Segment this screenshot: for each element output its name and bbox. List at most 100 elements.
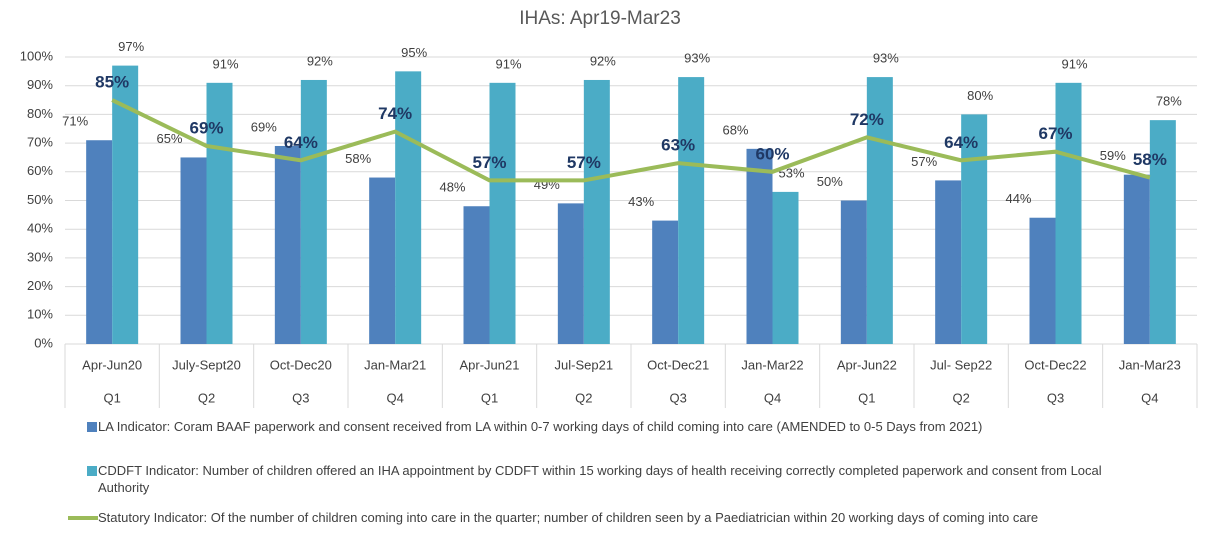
y-tick-label: 30% xyxy=(27,249,53,264)
data-label: 50% xyxy=(817,174,843,189)
legend-label: CDDFT Indicator: Number of children offe… xyxy=(98,463,1102,495)
bar xyxy=(180,157,207,344)
data-label: 92% xyxy=(590,53,616,68)
data-label: 71% xyxy=(62,114,88,129)
x-tick-label: Jul-Sep21 xyxy=(555,357,614,372)
chart-title: IHAs: Apr19-Mar23 xyxy=(519,8,681,29)
quarter-label: Q1 xyxy=(858,390,875,405)
bar xyxy=(300,79,327,345)
bar xyxy=(583,79,610,345)
y-tick-label: 90% xyxy=(27,77,53,92)
y-tick-label: 20% xyxy=(27,278,53,293)
data-label: 78% xyxy=(1156,94,1182,109)
y-tick-label: 40% xyxy=(27,221,53,236)
bar xyxy=(489,82,516,344)
quarter-label: Q4 xyxy=(386,390,403,405)
x-tick-label: Jan-Mar23 xyxy=(1119,357,1181,372)
y-tick-label: 0% xyxy=(34,335,53,350)
data-label: 93% xyxy=(684,51,710,66)
data-label: 43% xyxy=(628,194,654,209)
y-tick-label: 50% xyxy=(27,192,53,207)
data-label: 57% xyxy=(472,153,506,172)
data-label: 69% xyxy=(189,118,223,137)
x-tick-label: Oct-Dec22 xyxy=(1024,357,1086,372)
x-tick-label: Jan-Mar22 xyxy=(741,357,803,372)
bar xyxy=(1029,217,1056,344)
x-tick-label: Apr-Jun20 xyxy=(82,357,142,372)
legend-label: Statutory Indicator: Of the number of ch… xyxy=(98,510,1039,525)
bar xyxy=(772,191,799,344)
quarter-label: Q2 xyxy=(575,390,592,405)
quarter-label: Q1 xyxy=(103,390,120,405)
x-tick-label: Oct-Dec20 xyxy=(270,357,332,372)
data-label: 85% xyxy=(95,73,129,92)
quarter-label: Q1 xyxy=(481,390,498,405)
bar xyxy=(395,71,422,344)
y-tick-label: 10% xyxy=(27,307,53,322)
data-label: 64% xyxy=(944,133,978,152)
quarter-label: Q4 xyxy=(764,390,781,405)
bar xyxy=(557,203,584,344)
x-tick-label: Apr-Jun21 xyxy=(460,357,520,372)
data-label: 91% xyxy=(1061,56,1087,71)
bar xyxy=(935,180,962,344)
data-label: 60% xyxy=(755,144,789,163)
data-label: 67% xyxy=(1038,124,1072,143)
data-label: 97% xyxy=(118,39,144,54)
bar xyxy=(1149,120,1176,344)
legend-label: LA Indicator: Coram BAAF paperwork and c… xyxy=(98,419,983,434)
legend-swatch xyxy=(87,422,97,432)
legend-swatch xyxy=(68,516,98,520)
data-label: 72% xyxy=(850,110,884,129)
x-tick-label: Apr-Jun22 xyxy=(837,357,897,372)
quarter-label: Q4 xyxy=(1141,390,1158,405)
x-tick-label: Jul- Sep22 xyxy=(930,357,992,372)
data-label: 80% xyxy=(967,88,993,103)
x-tick-label: July-Sept20 xyxy=(172,357,241,372)
data-label: 64% xyxy=(284,133,318,152)
y-tick-label: 80% xyxy=(27,106,53,121)
x-tick-label: Jan-Mar21 xyxy=(364,357,426,372)
bar xyxy=(206,82,233,344)
quarter-label: Q3 xyxy=(1047,390,1064,405)
data-label: 58% xyxy=(345,151,371,166)
data-label: 91% xyxy=(495,56,521,71)
legend-swatch xyxy=(87,466,97,476)
bar xyxy=(1123,174,1150,344)
bar xyxy=(274,145,301,344)
line xyxy=(111,98,1151,183)
quarter-label: Q3 xyxy=(292,390,309,405)
data-label: 95% xyxy=(401,45,427,60)
data-label: 48% xyxy=(439,180,465,195)
bar xyxy=(369,177,396,344)
data-label: 58% xyxy=(1133,150,1167,169)
quarter-label: Q2 xyxy=(198,390,215,405)
y-tick-label: 100% xyxy=(20,48,54,63)
bar xyxy=(1055,82,1082,344)
y-tick-label: 60% xyxy=(27,163,53,178)
data-label: 92% xyxy=(307,53,333,68)
data-label: 57% xyxy=(911,154,937,169)
quarter-label: Q2 xyxy=(952,390,969,405)
bar xyxy=(961,114,988,345)
data-label: 69% xyxy=(251,119,277,134)
data-label: 57% xyxy=(567,153,601,172)
data-label: 65% xyxy=(156,131,182,146)
data-label: 44% xyxy=(1005,191,1031,206)
data-label: 68% xyxy=(722,122,748,137)
data-label: 74% xyxy=(378,104,412,123)
bar xyxy=(86,140,113,344)
bar xyxy=(463,206,490,344)
data-label: 59% xyxy=(1100,148,1126,163)
data-label: 63% xyxy=(661,136,695,155)
data-label: 91% xyxy=(212,56,238,71)
quarter-label: Q3 xyxy=(669,390,686,405)
y-tick-label: 70% xyxy=(27,135,53,150)
bar xyxy=(746,148,773,344)
data-label: 93% xyxy=(873,51,899,66)
bar xyxy=(678,77,705,344)
bar xyxy=(840,200,867,344)
x-tick-label: Oct-Dec21 xyxy=(647,357,709,372)
